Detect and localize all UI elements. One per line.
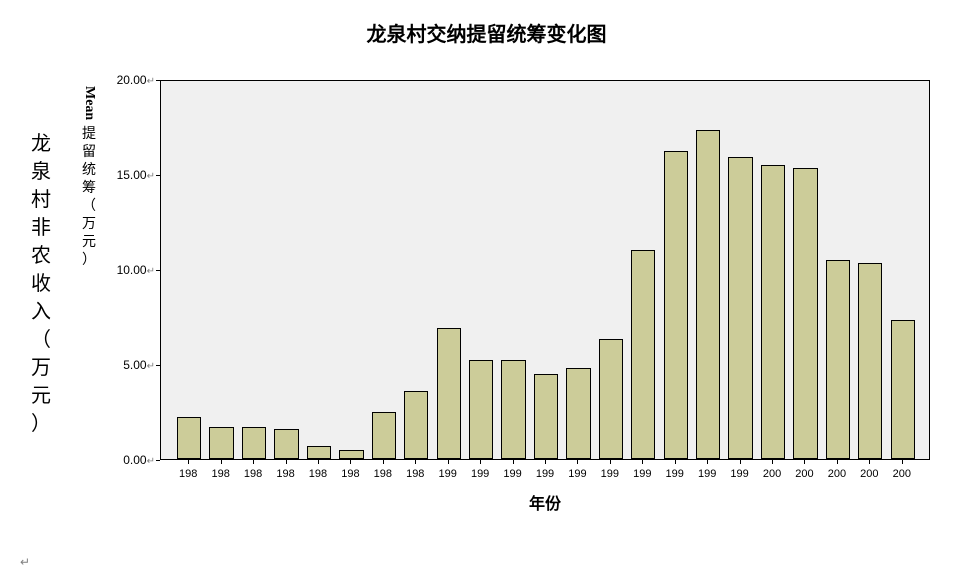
x-tick-label: 198 [406, 468, 424, 480]
x-tick-label: 199 [633, 468, 651, 480]
bar [761, 165, 785, 460]
x-tick-label: 199 [471, 468, 489, 480]
bar [728, 157, 752, 459]
bar [793, 168, 817, 459]
plot-inner [161, 81, 929, 459]
y-tick-label: 5.00↵ [123, 358, 155, 372]
bar [307, 446, 331, 459]
bar [339, 450, 363, 460]
x-tick-label: 199 [666, 468, 684, 480]
bar [242, 427, 266, 459]
bar [631, 250, 655, 459]
paragraph-mark-icon: ↵ [20, 555, 30, 570]
x-tick-label: 199 [698, 468, 716, 480]
bar [404, 391, 428, 459]
x-tick-label: 198 [374, 468, 392, 480]
bar [664, 151, 688, 459]
x-tick-label: 199 [536, 468, 554, 480]
bar [372, 412, 396, 460]
bar [469, 360, 493, 459]
x-tick-label: 199 [503, 468, 521, 480]
x-tick-label: 199 [568, 468, 586, 480]
x-tick-label: 198 [211, 468, 229, 480]
bar [274, 429, 298, 459]
bar [891, 320, 915, 459]
y-tick-label: 0.00↵ [123, 453, 155, 467]
bar [501, 360, 525, 459]
x-tick-label: 200 [828, 468, 846, 480]
y-tick-label: 10.00↵ [117, 263, 155, 277]
x-tick-label: 199 [730, 468, 748, 480]
y-tick-label: 15.00↵ [117, 168, 155, 182]
x-tick-label: 198 [244, 468, 262, 480]
chart-title: 龙泉村交纳提留统筹变化图 [0, 18, 973, 47]
bar [534, 374, 558, 460]
x-tick-label: 200 [763, 468, 781, 480]
mean-prefix: Mean [80, 86, 98, 120]
bar [566, 368, 590, 459]
x-tick-label: 200 [860, 468, 878, 480]
page-root: 龙泉村交纳提留统筹变化图 龙泉村非农收入（万元） Mean 提留统筹（万元） 0… [0, 0, 973, 581]
inner-y-label-text: 提留统筹（万元） [80, 126, 98, 270]
bar [826, 260, 850, 460]
x-axis-title: 年份 [160, 490, 930, 514]
bar [696, 130, 720, 459]
bar [209, 427, 233, 459]
x-tick-label: 198 [341, 468, 359, 480]
x-tick-label: 198 [179, 468, 197, 480]
y-tick-label: 20.00↵ [117, 73, 155, 87]
plot-area [160, 80, 930, 460]
bar [437, 328, 461, 459]
x-tick-label: 198 [309, 468, 327, 480]
bar [599, 339, 623, 459]
x-tick-label: 200 [795, 468, 813, 480]
x-tick-label: 199 [439, 468, 457, 480]
inner-y-axis-label: Mean 提留统筹（万元） [80, 86, 98, 270]
x-tick-label: 200 [893, 468, 911, 480]
outer-y-axis-label: 龙泉村非农收入（万元） [30, 130, 52, 438]
bar [858, 263, 882, 459]
x-tick-label: 199 [601, 468, 619, 480]
x-tick-label: 198 [276, 468, 294, 480]
bar [177, 417, 201, 459]
